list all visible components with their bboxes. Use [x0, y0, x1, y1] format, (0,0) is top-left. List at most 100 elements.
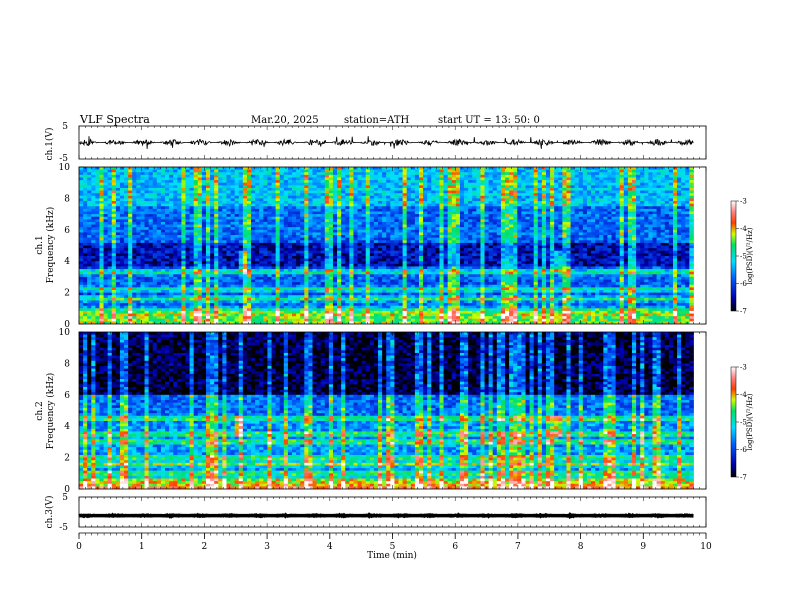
spectrogram-cell	[410, 305, 416, 309]
spectrogram-cell	[300, 279, 305, 283]
spectrogram-cell	[79, 198, 84, 202]
spectrogram-cell	[107, 185, 113, 189]
spectrogram-cell	[156, 271, 162, 275]
spectrogram-cell	[406, 318, 412, 322]
spectrogram-cell	[177, 219, 182, 223]
spectrogram-cell	[275, 182, 281, 186]
spectrogram-cell	[373, 310, 379, 314]
spectrogram-cell	[267, 237, 272, 241]
spectrogram-cell	[189, 316, 195, 320]
spectrogram-cell	[140, 187, 145, 191]
spectrogram-cell	[267, 295, 272, 299]
spectrogram-cell	[119, 208, 125, 212]
spectrogram-cell	[83, 274, 88, 278]
spectrogram-cell	[410, 237, 416, 241]
spectrogram-cell	[132, 269, 137, 273]
spectrogram-cell	[353, 206, 358, 210]
spectrogram-cell	[193, 203, 199, 207]
spectrogram-cell	[337, 274, 342, 278]
spectrogram-cell	[165, 253, 170, 257]
spectrogram-cell	[107, 316, 113, 320]
spectrogram-cell	[87, 276, 92, 280]
spectrogram-cell	[390, 216, 395, 220]
spectrogram-cell	[201, 227, 207, 231]
spectrogram-cell	[304, 240, 309, 244]
spectrogram-cell	[292, 266, 297, 270]
spectrogram-cell	[214, 203, 219, 207]
spectrogram-cell	[148, 221, 154, 225]
spectrogram-cell	[238, 295, 244, 299]
spectrogram-cell	[107, 287, 113, 291]
spectrogram-cell	[144, 211, 150, 215]
spectrogram-cell	[296, 300, 301, 304]
spectrogram-cell	[103, 318, 109, 322]
spectrogram-cell	[279, 261, 285, 265]
spectrogram-cell	[292, 250, 297, 254]
spectrogram-cell	[230, 300, 236, 304]
spectrogram-cell	[222, 167, 227, 171]
spectrogram-cell	[119, 232, 125, 236]
spectrogram-cell	[259, 292, 264, 296]
spectrogram-cell	[300, 235, 305, 239]
spectrogram-cell	[345, 232, 350, 236]
spectrogram-cell	[91, 242, 96, 246]
spectrogram-cell	[251, 274, 256, 278]
spectrogram-cell	[287, 167, 293, 171]
spectrogram-cell	[283, 206, 289, 210]
spectrogram-cell	[136, 195, 141, 199]
spectrogram-cell	[242, 263, 248, 267]
spectrogram-cell	[128, 245, 133, 249]
spectrogram-cell	[316, 258, 322, 262]
spectrogram-cell	[148, 227, 154, 231]
spectrogram-cell	[95, 242, 100, 246]
spectrogram-cell	[87, 263, 92, 267]
spectrogram-cell	[185, 305, 191, 309]
spectrogram-cell	[353, 182, 358, 186]
spectrogram-cell	[345, 321, 350, 324]
spectrogram-cell	[292, 253, 297, 257]
spectrogram-cell	[328, 174, 334, 178]
spectrogram-cell	[128, 303, 133, 307]
spectrogram-cell	[205, 300, 211, 304]
spectrogram-cell	[259, 308, 264, 312]
spectrogram-cell	[382, 169, 387, 173]
spectrogram-cell	[304, 242, 309, 246]
spectrogram-cell	[128, 237, 133, 241]
spectrogram-cell	[378, 250, 383, 254]
spectrogram-cell	[214, 185, 219, 189]
spectrogram-cell	[275, 167, 281, 171]
spectrogram-cell	[357, 190, 363, 194]
spectrogram-cell	[181, 295, 186, 299]
spectrogram-cell	[406, 287, 412, 291]
spectrogram-cell	[111, 214, 117, 218]
spectrogram-cell	[156, 316, 162, 320]
spectrogram-cell	[406, 174, 412, 178]
spectrogram-cell	[193, 211, 199, 215]
spectrogram-cell	[152, 308, 158, 312]
spectrogram-cell	[226, 193, 231, 197]
spectrogram-cell	[87, 180, 92, 184]
spectrogram-cell	[337, 167, 342, 171]
spectrogram-cell	[259, 206, 264, 210]
spectrogram-cell	[287, 258, 293, 262]
spectrogram-cell	[365, 185, 371, 189]
spectrogram-cell	[79, 287, 84, 291]
spectrogram-cell	[214, 269, 219, 273]
spectrogram-cell	[132, 263, 137, 267]
spectrogram-cell	[107, 221, 113, 225]
spectrogram-cell	[361, 310, 367, 314]
spectrogram-cell	[234, 221, 240, 225]
spectrogram-cell	[119, 276, 125, 280]
spectrogram-cell	[406, 201, 412, 205]
spectrogram-cell	[160, 195, 166, 199]
spectrogram-cell	[91, 308, 96, 312]
spectrogram-cell	[111, 282, 117, 286]
spectrogram-cell	[263, 274, 268, 278]
spectrogram-cell	[255, 261, 260, 265]
spectrogram-cell	[132, 169, 137, 173]
spectrogram-cell	[103, 169, 109, 173]
spectrogram-cell	[111, 271, 117, 275]
spectrogram-cell	[402, 237, 408, 241]
spectrogram-cell	[390, 203, 395, 207]
spectrogram-cell	[328, 206, 334, 210]
